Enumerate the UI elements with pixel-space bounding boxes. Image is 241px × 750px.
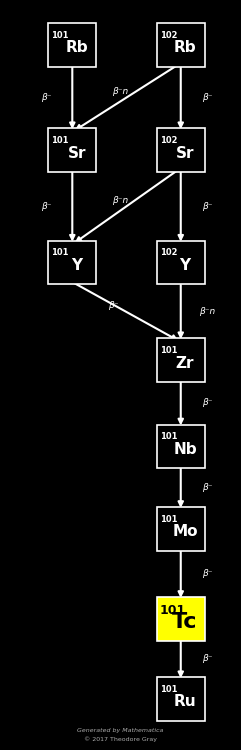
- FancyBboxPatch shape: [157, 241, 205, 284]
- FancyBboxPatch shape: [157, 338, 205, 382]
- FancyBboxPatch shape: [157, 128, 205, 172]
- Text: β⁻n: β⁻n: [112, 87, 129, 96]
- Text: Nb: Nb: [173, 442, 197, 457]
- Text: Rb: Rb: [174, 40, 196, 56]
- Text: β⁻: β⁻: [202, 398, 213, 407]
- Text: 101: 101: [160, 685, 177, 694]
- Text: 102: 102: [160, 136, 177, 145]
- Text: β⁻: β⁻: [108, 302, 119, 310]
- Text: β⁻: β⁻: [40, 202, 51, 211]
- Text: 101: 101: [160, 432, 177, 441]
- FancyBboxPatch shape: [157, 507, 205, 550]
- FancyBboxPatch shape: [157, 677, 205, 721]
- Text: Rb: Rb: [65, 40, 88, 56]
- Text: 102: 102: [160, 31, 177, 40]
- FancyBboxPatch shape: [157, 23, 205, 67]
- Text: 101: 101: [160, 604, 186, 617]
- Text: β⁻: β⁻: [202, 202, 213, 211]
- Text: 101: 101: [51, 248, 69, 257]
- Text: β⁻: β⁻: [40, 93, 51, 102]
- Text: Mo: Mo: [172, 524, 198, 539]
- Text: β⁻n: β⁻n: [199, 308, 215, 316]
- Text: Y: Y: [71, 258, 82, 273]
- Text: Sr: Sr: [176, 146, 194, 160]
- Text: 101: 101: [51, 136, 69, 145]
- FancyBboxPatch shape: [157, 424, 205, 468]
- Text: © 2017 Theodore Gray: © 2017 Theodore Gray: [84, 736, 157, 742]
- Text: Y: Y: [180, 258, 191, 273]
- Text: 101: 101: [160, 514, 177, 523]
- Text: Ru: Ru: [174, 694, 196, 709]
- FancyBboxPatch shape: [48, 241, 96, 284]
- Text: β⁻: β⁻: [202, 483, 213, 492]
- Text: β⁻n: β⁻n: [112, 196, 129, 205]
- Text: β⁻: β⁻: [202, 654, 213, 663]
- FancyBboxPatch shape: [157, 597, 205, 640]
- Text: 102: 102: [160, 248, 177, 257]
- Text: Generated by ​Mathematica: Generated by ​Mathematica: [77, 728, 164, 733]
- Text: Tc: Tc: [172, 612, 198, 632]
- FancyBboxPatch shape: [48, 128, 96, 172]
- Text: 101: 101: [51, 31, 69, 40]
- Text: Zr: Zr: [176, 356, 194, 370]
- Text: β⁻: β⁻: [202, 93, 213, 102]
- Text: β⁻: β⁻: [202, 569, 213, 578]
- Text: Sr: Sr: [67, 146, 86, 160]
- Text: 101: 101: [160, 346, 177, 355]
- FancyBboxPatch shape: [48, 23, 96, 67]
